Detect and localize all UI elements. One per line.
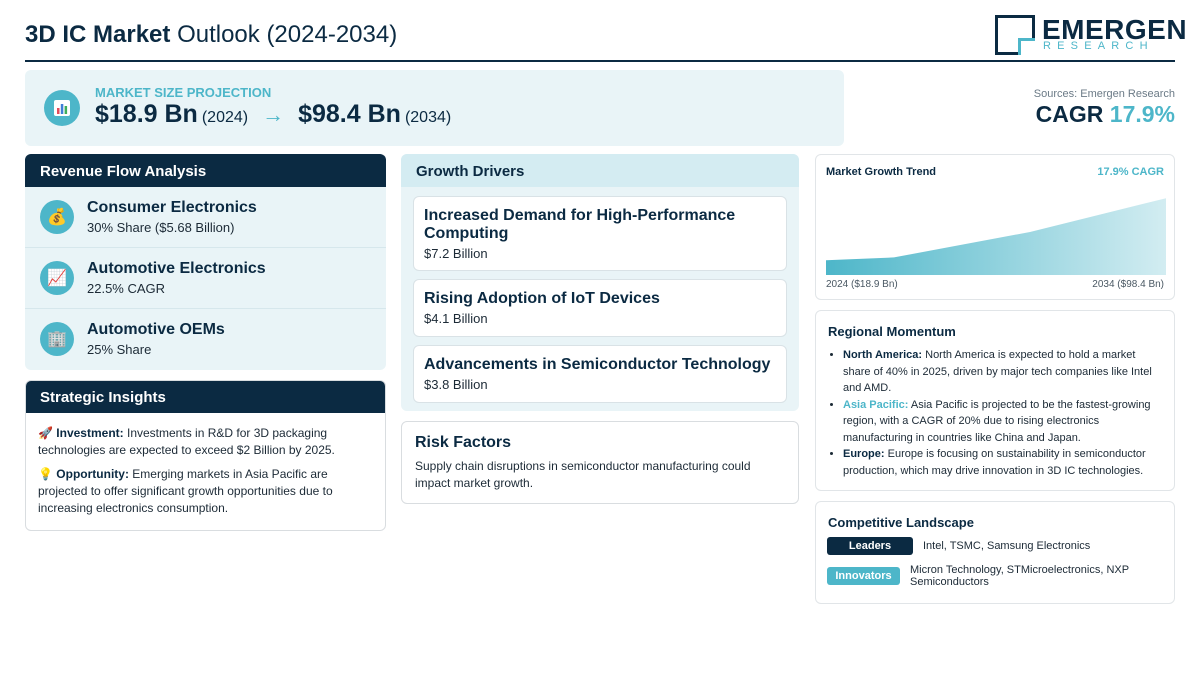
projection-end-year: (2034) (404, 109, 452, 126)
regional-list: North America: North America is expected… (843, 347, 1165, 479)
innovators-names: Micron Technology, STMicroelectronics, N… (910, 564, 1129, 588)
projection-end-value: $98.4 Bn (298, 100, 401, 128)
trend-end-label: 2034 ($98.4 Bn) (1092, 279, 1164, 290)
growth-area-chart (826, 198, 1166, 275)
leaders-badge: Leaders (827, 537, 913, 555)
insight-label: Investment: (56, 426, 124, 440)
projection-start-year: (2024) (201, 109, 249, 126)
strategic-insights-title: Strategic Insights (26, 381, 385, 413)
revenue-item-sub: 30% Share ($5.68 Billion) (87, 220, 235, 235)
revenue-item-title: Automotive Electronics (87, 260, 266, 277)
emergen-logo: EMERGEN RESEARCH (995, 14, 1187, 56)
revenue-item: 📈 Automotive Electronics 22.5% CAGR (25, 248, 386, 309)
innovators-row: Innovators Micron Technology, STMicroele… (827, 564, 1150, 588)
regional-momentum-title: Regional Momentum (828, 324, 956, 339)
driver-title: Increased Demand for High-Performance Co… (424, 207, 736, 242)
page-header: 3D IC Market Outlook (2024-2034) EMERGEN… (25, 14, 1187, 62)
risk-factors-text: Supply chain disruptions in semiconducto… (415, 459, 751, 490)
competitive-landscape-title: Competitive Landscape (828, 515, 974, 530)
logo-mark-icon (995, 15, 1035, 55)
region-text: Europe is focusing on sustainability in … (843, 448, 1146, 477)
risk-factors-title: Risk Factors (415, 434, 512, 451)
revenue-item-title: Automotive OEMs (87, 321, 225, 338)
revenue-item-title: Consumer Electronics (87, 199, 257, 216)
region-text: Asia Pacific is projected to be the fast… (843, 398, 1151, 444)
market-size-projection: MARKET SIZE PROJECTION $18.9 Bn (2024) → $9… (25, 70, 844, 146)
projection-label: MARKET SIZE PROJECTION (95, 85, 272, 100)
page-title-rest: Outlook (2024-2034) (177, 21, 398, 48)
region-label: Asia Pacific: (843, 398, 909, 411)
rocket-icon: 🚀 (38, 426, 53, 440)
trend-cagr: 17.9% CAGR (1097, 166, 1164, 178)
region-label: North America: (843, 349, 923, 361)
growth-drivers-title: Growth Drivers (401, 154, 799, 187)
bar-chart-icon (44, 90, 80, 126)
page-title: 3D IC Market Outlook (2024-2034) (25, 21, 397, 49)
regional-momentum-panel: Regional Momentum North America: North A… (815, 310, 1175, 491)
competitive-landscape-panel: Competitive Landscape Leaders Intel, TSM… (815, 501, 1175, 604)
page-title-bold: 3D IC Market (25, 21, 171, 48)
list-item: Asia Pacific: Asia Pacific is projected … (843, 397, 1165, 447)
cagr-value: 17.9% (1109, 101, 1175, 127)
risk-factors-panel: Risk Factors Supply chain disruptions in… (401, 421, 799, 504)
growth-area (826, 198, 1166, 275)
revenue-item-sub: 22.5% CAGR (87, 281, 166, 296)
revenue-item: 🏢 Automotive OEMs 25% Share (25, 309, 386, 370)
leaders-names: Intel, TSMC, Samsung Electronics (923, 540, 1091, 552)
leaders-row: Leaders Intel, TSMC, Samsung Electronics (827, 537, 1090, 555)
innovators-badge: Innovators (827, 567, 900, 585)
logo-name: EMERGEN (1042, 14, 1188, 45)
region-text: North America is expected to hold a mark… (843, 349, 1152, 394)
trend-start-label: 2024 ($18.9 Bn) (826, 279, 898, 290)
driver-value: $3.8 Billion (424, 377, 488, 392)
revenue-flow-title: Revenue Flow Analysis (25, 154, 386, 187)
cagr-headline: CAGR 17.9% (1036, 101, 1175, 128)
money-bag-icon: 💰 (40, 200, 74, 234)
insight-investment: 🚀 Investment: Investments in R&D for 3D … (38, 425, 373, 459)
trend-up-icon: 📈 (40, 261, 74, 295)
region-label: Europe: (843, 448, 885, 460)
insight-opportunity: 💡 Opportunity: Emerging markets in Asia … (38, 466, 373, 517)
insight-text: Investments in R&D for 3D packaging tech… (38, 426, 335, 457)
driver-value: $4.1 Billion (424, 311, 488, 326)
driver-card: Rising Adoption of IoT Devices $4.1 Bill… (413, 279, 787, 337)
strategic-insights-panel: Strategic Insights 🚀 Investment: Investm… (25, 380, 386, 531)
strategic-insights-body: 🚀 Investment: Investments in R&D for 3D … (26, 413, 385, 517)
growth-drivers-panel: Growth Drivers Increased Demand for High… (401, 154, 799, 411)
driver-title: Rising Adoption of IoT Devices (424, 290, 660, 307)
driver-title: Advancements in Semiconductor Technology (424, 356, 771, 373)
driver-card: Increased Demand for High-Performance Co… (413, 196, 787, 271)
projection-values: $18.9 Bn (2024) → $98.4 Bn (2034) (95, 100, 451, 129)
driver-value: $7.2 Billion (424, 246, 488, 261)
revenue-item: 💰 Consumer Electronics 30% Share ($5.68 … (25, 187, 386, 248)
logo-subtitle: RESEARCH (1043, 40, 1154, 52)
list-item: Europe: Europe is focusing on sustainabi… (843, 446, 1165, 479)
projection-start-value: $18.9 Bn (95, 100, 198, 128)
sources-note: Sources: Emergen Research (1033, 88, 1175, 100)
list-item: North America: North America is expected… (843, 347, 1165, 397)
revenue-item-sub: 25% Share (87, 342, 152, 357)
trend-title: Market Growth Trend (826, 166, 937, 178)
driver-card: Advancements in Semiconductor Technology… (413, 345, 787, 403)
revenue-flow-panel: Revenue Flow Analysis 💰 Consumer Electro… (25, 154, 386, 370)
cagr-label: CAGR (1035, 101, 1104, 127)
lightbulb-icon: 💡 (38, 467, 53, 481)
market-growth-trend-panel: Market Growth Trend 17.9% CAGR 2024 ($18… (815, 154, 1175, 300)
insight-label: Opportunity: (56, 467, 129, 481)
office-building-icon: 🏢 (40, 322, 74, 356)
arrow-right-icon: → (262, 102, 285, 127)
insight-text: Emerging markets in Asia Pacific are pro… (38, 467, 333, 515)
